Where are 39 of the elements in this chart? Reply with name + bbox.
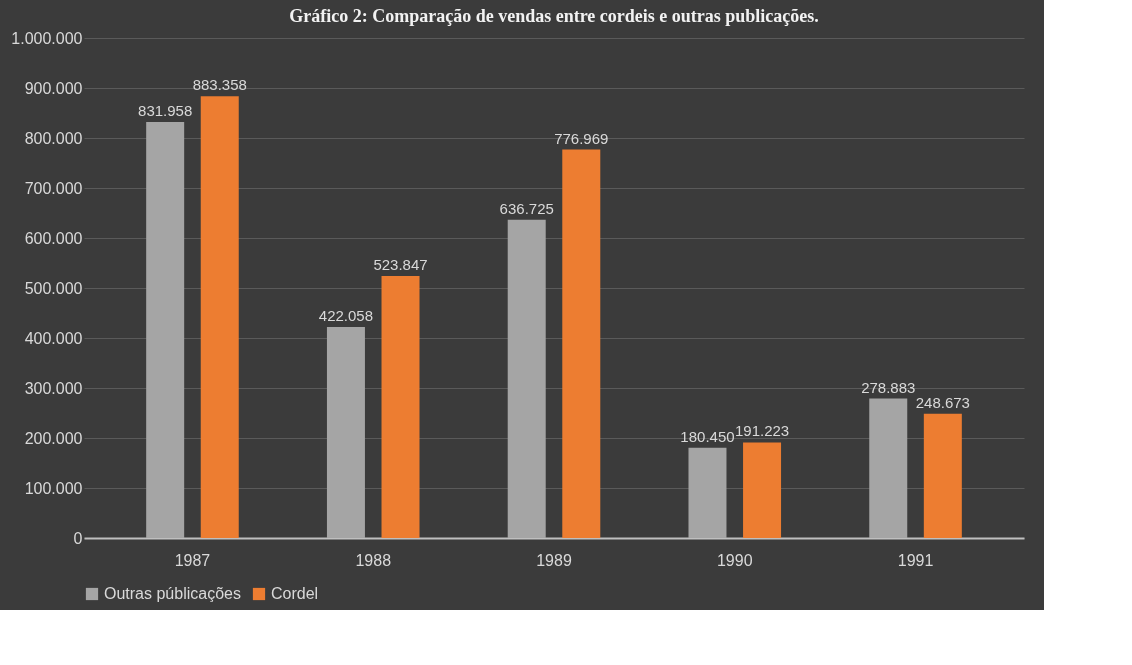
legend-label: Cordel — [271, 585, 319, 602]
data-label: 180.450 — [680, 427, 735, 445]
bar — [562, 149, 601, 538]
bar — [200, 96, 239, 538]
bar — [743, 442, 782, 538]
data-label: 636.725 — [499, 199, 554, 217]
y-tick-label: 800.000 — [24, 129, 83, 147]
bar — [507, 219, 546, 538]
data-label: 248.673 — [915, 393, 970, 411]
y-tick-label: 500.000 — [24, 279, 83, 297]
x-tick-label: 1991 — [897, 551, 934, 569]
y-tick-label: 600.000 — [24, 229, 83, 247]
x-tick-label: 1987 — [174, 551, 211, 569]
y-tick-label: 300.000 — [24, 379, 83, 397]
y-tick-label: 1.000.000 — [11, 29, 83, 47]
data-label: 278.883 — [861, 378, 916, 396]
y-tick-label: 900.000 — [24, 79, 83, 97]
chart-title: Gráfico 2: Comparação de vendas entre cordeis e outras publicações. — [289, 6, 819, 26]
bar — [688, 447, 727, 538]
x-tick-label: 1990 — [716, 551, 753, 569]
y-tick-label: 700.000 — [24, 179, 83, 197]
x-tick-label: 1988 — [355, 551, 392, 569]
x-tick-label: 1989 — [536, 551, 572, 569]
legend-label: Outras públicações — [104, 585, 241, 602]
data-label: 191.223 — [734, 422, 790, 440]
bar — [381, 276, 420, 538]
bar — [869, 398, 908, 538]
data-label: 422.058 — [318, 306, 374, 324]
data-label: 831.958 — [138, 102, 193, 120]
bar — [923, 413, 962, 538]
y-tick-label: 200.000 — [24, 429, 83, 447]
data-label: 776.969 — [554, 129, 609, 147]
data-label: 523.847 — [373, 256, 428, 274]
data-label: 883.358 — [192, 76, 247, 94]
y-tick-label: 100.000 — [24, 479, 83, 497]
y-tick-label: 0 — [73, 529, 83, 547]
y-tick-label: 400.000 — [24, 329, 83, 347]
bar — [326, 326, 365, 538]
bar — [146, 122, 185, 538]
